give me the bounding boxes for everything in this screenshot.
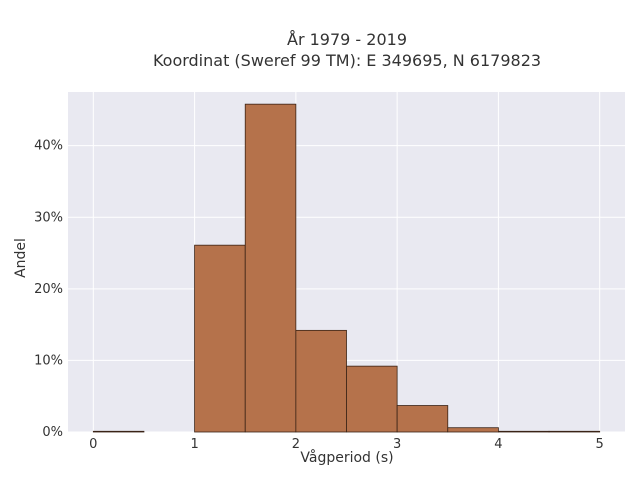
histogram-bar <box>548 430 601 433</box>
histogram-bar <box>346 365 398 433</box>
histogram-bar <box>194 244 246 433</box>
histogram-bar <box>396 405 449 433</box>
chart-title-line1: År 1979 - 2019 <box>287 30 407 49</box>
y-tick-label: 0% <box>42 425 63 440</box>
y-tick-label: 40% <box>34 139 63 154</box>
histogram-bar <box>447 427 499 433</box>
histogram-bar <box>244 103 297 433</box>
y-tick-label: 20% <box>34 282 63 297</box>
x-axis-title: Vågperiod (s) <box>300 449 393 466</box>
chart-title-line2: Koordinat (Sweref 99 TM): E 349695, N 61… <box>153 51 541 70</box>
y-axis: 0% 10% 20% 30% 40% <box>34 139 63 440</box>
x-tick-label: 1 <box>190 437 198 452</box>
x-tick-label: 0 <box>89 437 97 452</box>
x-tick-label: 2 <box>292 437 300 452</box>
histogram-bar <box>92 430 145 433</box>
x-axis: 0 1 2 3 4 5 <box>89 437 604 452</box>
y-tick-label: 10% <box>34 353 63 368</box>
x-tick-label: 3 <box>393 437 401 452</box>
histogram-bar <box>295 329 347 433</box>
y-tick-label: 30% <box>34 210 63 225</box>
x-tick-label: 5 <box>596 437 604 452</box>
x-tick-label: 4 <box>494 437 502 452</box>
y-axis-title: Andel <box>13 238 29 278</box>
histogram-bar <box>498 430 550 433</box>
bars-group <box>92 103 601 433</box>
